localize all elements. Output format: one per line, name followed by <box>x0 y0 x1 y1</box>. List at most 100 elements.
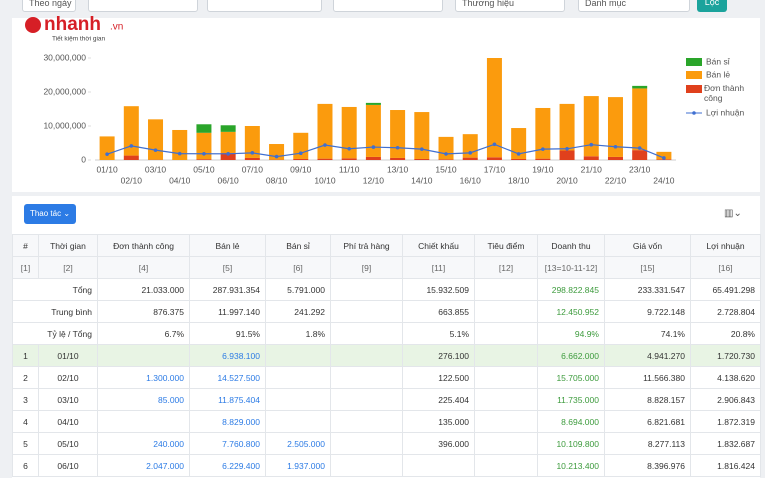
summary-cell <box>474 278 538 301</box>
profit-dot <box>177 151 182 156</box>
bar-segment <box>220 153 236 160</box>
input[interactable] <box>207 0 322 12</box>
data-row: 6 06/10 2.047.000 6.229.400 1.937.000 10.213.… <box>12 454 761 477</box>
index-cell: [4] <box>97 256 190 279</box>
cell: 05/10 <box>38 432 98 455</box>
column-header: Đơn thành công <box>97 234 190 257</box>
summary-cell: 233.331.547 <box>604 278 691 301</box>
x-tick-label: 06/10 <box>218 175 240 185</box>
profit-dot <box>395 145 400 150</box>
logo-icon <box>25 17 41 33</box>
data-row: 4 04/10 8.829.000 135.000 8.694.000 6.821.681… <box>12 410 761 433</box>
summary-label: Tỷ lệ / Tổng <box>12 322 98 345</box>
profit-dot <box>468 151 473 155</box>
cell: 2.906.843 <box>690 388 761 411</box>
bar-segment <box>559 103 575 151</box>
x-tick-label: 15/10 <box>435 164 457 174</box>
x-tick-label: 16/10 <box>460 175 482 185</box>
bar-segment <box>607 97 623 157</box>
bar-segment <box>535 107 551 159</box>
summary-cell: 1.8% <box>265 322 331 345</box>
data-row: 2 02/10 1.300.000 14.527.500 122.500 15.705.0… <box>12 366 761 389</box>
x-tick-label: 12/10 <box>363 175 385 185</box>
column-header: Giá vốn <box>604 234 691 257</box>
bar-segment <box>414 112 430 159</box>
cell: 10.213.400 <box>537 454 605 477</box>
x-tick-label: 19/10 <box>532 164 554 174</box>
bar-segment <box>486 157 502 160</box>
bar-segment <box>99 136 115 160</box>
bar-segment <box>559 150 575 160</box>
index-cell: [12] <box>474 256 538 279</box>
x-tick-label: 24/10 <box>653 175 675 185</box>
profit-dot <box>153 148 158 152</box>
bar-segment <box>607 156 623 160</box>
profit-dot <box>492 142 497 147</box>
index-cell: [2] <box>38 256 98 279</box>
logo: nhanh .vn Tiết kiệm thời gian <box>25 14 123 43</box>
column-header: Thời gian <box>38 234 98 257</box>
bar-segment <box>438 159 454 160</box>
summary-row: Trung bình 876.375 11.997.140 241.292 663.85… <box>12 300 761 323</box>
bar-segment <box>632 85 648 89</box>
bar-segment <box>365 104 381 157</box>
x-tick-label: 08/10 <box>266 175 288 185</box>
data-row: 3 03/10 85.000 11.875.404 225.404 11.735.000 8… <box>12 388 761 411</box>
cell <box>402 454 475 477</box>
period-select[interactable]: Theo ngày <box>22 0 76 12</box>
data-table: # Thời gian Đơn thành công Bán lẻ Bán sỉ Phí … <box>12 234 761 477</box>
profit-dot <box>637 146 642 150</box>
logo-text: nhanh <box>44 14 101 35</box>
filter-button[interactable]: Lọc <box>697 0 727 12</box>
column-header: Phí trả hàng <box>330 234 403 257</box>
cell: 6.938.100 <box>189 344 266 367</box>
legend-label: Bán sỉ <box>706 56 730 66</box>
column-header: Chiết khấu <box>402 234 475 257</box>
bar-segment <box>244 157 260 160</box>
summary-cell: 6.7% <box>97 322 190 345</box>
summary-cell: 241.292 <box>265 300 331 323</box>
cell: 396.000 <box>402 432 475 455</box>
index-cell: [5] <box>189 256 266 279</box>
cell: 10.109.800 <box>537 432 605 455</box>
cell: 2.047.000 <box>97 454 190 477</box>
legend-swatch <box>686 85 702 93</box>
profit-dot <box>347 146 351 151</box>
x-tick-label: 10/10 <box>314 175 336 185</box>
cell <box>97 410 190 433</box>
input[interactable] <box>333 0 443 12</box>
summary-cell <box>474 322 538 345</box>
cell: 5 <box>12 432 39 455</box>
column-toggle[interactable]: ▥⌄ <box>724 208 742 219</box>
cell: 122.500 <box>402 366 475 389</box>
date-range[interactable] <box>88 0 198 12</box>
action-label: Thao tác <box>29 209 62 218</box>
cell: 4.138.620 <box>690 366 761 389</box>
summary-cell: 663.855 <box>402 300 475 323</box>
legend-swatch <box>686 71 702 79</box>
bar-segment <box>583 156 599 160</box>
bar-segment <box>486 58 502 158</box>
cell: 6.821.681 <box>604 410 691 433</box>
cell <box>330 432 403 455</box>
bar-segment <box>414 158 430 160</box>
category-select[interactable]: Danh mục <box>578 0 690 12</box>
summary-cell: 298.822.845 <box>537 278 605 301</box>
cell: 225.404 <box>402 388 475 411</box>
cell: 14.527.500 <box>189 366 266 389</box>
cell: 2 <box>12 366 39 389</box>
bar-segment <box>656 151 672 160</box>
cell: 6.229.400 <box>189 454 266 477</box>
profit-dot <box>274 154 279 159</box>
action-button[interactable]: Thao tác ⌄ <box>24 204 76 224</box>
bar-segment <box>438 136 454 160</box>
bar-segment <box>317 158 333 160</box>
x-tick-label: 02/10 <box>121 175 143 185</box>
index-cell: [6] <box>265 256 331 279</box>
brand-select[interactable]: Thương hiệu <box>455 0 565 12</box>
column-header: Lợi nhuận <box>690 234 761 257</box>
bar-segment <box>390 157 406 160</box>
index-cell: [16] <box>690 256 761 279</box>
bar-segment <box>244 126 260 158</box>
